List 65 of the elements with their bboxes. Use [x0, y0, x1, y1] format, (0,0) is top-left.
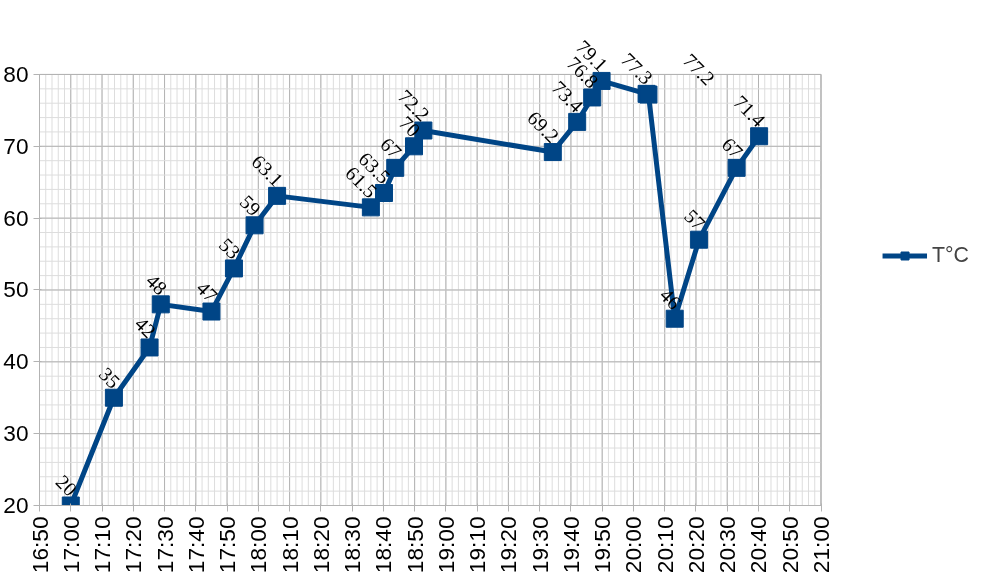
- x-tick-label: 19:30: [526, 516, 553, 574]
- point: [268, 186, 287, 205]
- data-label: 35: [94, 362, 125, 393]
- y-tick-label: 80: [3, 60, 29, 87]
- data-label: 47: [192, 276, 223, 307]
- x-tick-label: 19:20: [495, 516, 522, 574]
- x-tick-label: 17:50: [214, 516, 241, 574]
- point: [245, 216, 264, 235]
- data-label: 77.3: [617, 48, 658, 89]
- x-tick-label: 17:10: [89, 516, 116, 574]
- data-label: 67: [717, 132, 748, 163]
- x-tick-label: 20:00: [620, 516, 647, 574]
- data-label: 46: [655, 283, 686, 314]
- point: [690, 230, 709, 249]
- point: [361, 198, 380, 217]
- point: [543, 143, 562, 162]
- data-label: 63.1: [247, 150, 288, 191]
- x-tick-label: 16:50: [26, 516, 53, 574]
- point: [665, 309, 684, 328]
- x-tick-label: 20:40: [745, 516, 772, 574]
- y-tick-label: 50: [3, 276, 29, 303]
- x-tick-label: 18:00: [245, 516, 272, 574]
- x-tick-label: 20:20: [682, 516, 709, 574]
- point: [202, 302, 221, 321]
- x-tick-label: 19:50: [589, 516, 616, 574]
- x-tick-label: 17:00: [57, 516, 84, 574]
- point: [568, 112, 587, 131]
- x-tick-label: 20:30: [714, 516, 741, 574]
- point: [224, 259, 243, 278]
- y-tick-label: 60: [3, 204, 29, 231]
- x-tick-label: 18:10: [276, 516, 303, 574]
- x-tick-label: 17:20: [120, 516, 147, 574]
- x-tick-label: 18:20: [307, 516, 334, 574]
- y-tick-label: 30: [3, 420, 29, 447]
- x-tick-label: 18:40: [370, 516, 397, 574]
- data-label: 53: [214, 233, 245, 264]
- x-tick-label: 17:40: [182, 516, 209, 574]
- point: [750, 127, 769, 146]
- y-tick-label: 40: [3, 348, 29, 375]
- x-tick-label: 20:50: [776, 516, 803, 574]
- x-tick-label: 19:00: [432, 516, 459, 574]
- point: [405, 137, 423, 156]
- data-label: 59: [235, 190, 266, 221]
- legend-label: T°C: [932, 242, 969, 268]
- data-label: 57: [680, 204, 710, 235]
- x-tick-label: 21:00: [808, 516, 835, 574]
- x-tick-label: 20:10: [651, 516, 678, 574]
- y-tick-label: 70: [3, 132, 29, 159]
- data-label: 77.2: [678, 49, 720, 90]
- data-label: 71.4: [729, 90, 770, 132]
- data-label: 20: [51, 470, 82, 501]
- x-tick-label: 18:30: [339, 516, 366, 574]
- point: [727, 158, 746, 177]
- x-tick-label: 19:10: [464, 516, 491, 574]
- x-tick-label: 19:40: [557, 516, 584, 574]
- point: [140, 338, 159, 357]
- point: [583, 88, 602, 107]
- data-label: 69.2: [523, 106, 564, 147]
- point: [151, 295, 170, 314]
- point: [104, 388, 123, 407]
- x-tick-label: 18:50: [401, 516, 428, 574]
- data-label: 48: [141, 269, 172, 300]
- y-tick-label: 20: [3, 492, 29, 518]
- x-tick-label: 17:30: [151, 516, 178, 574]
- data-label: 42: [130, 312, 161, 343]
